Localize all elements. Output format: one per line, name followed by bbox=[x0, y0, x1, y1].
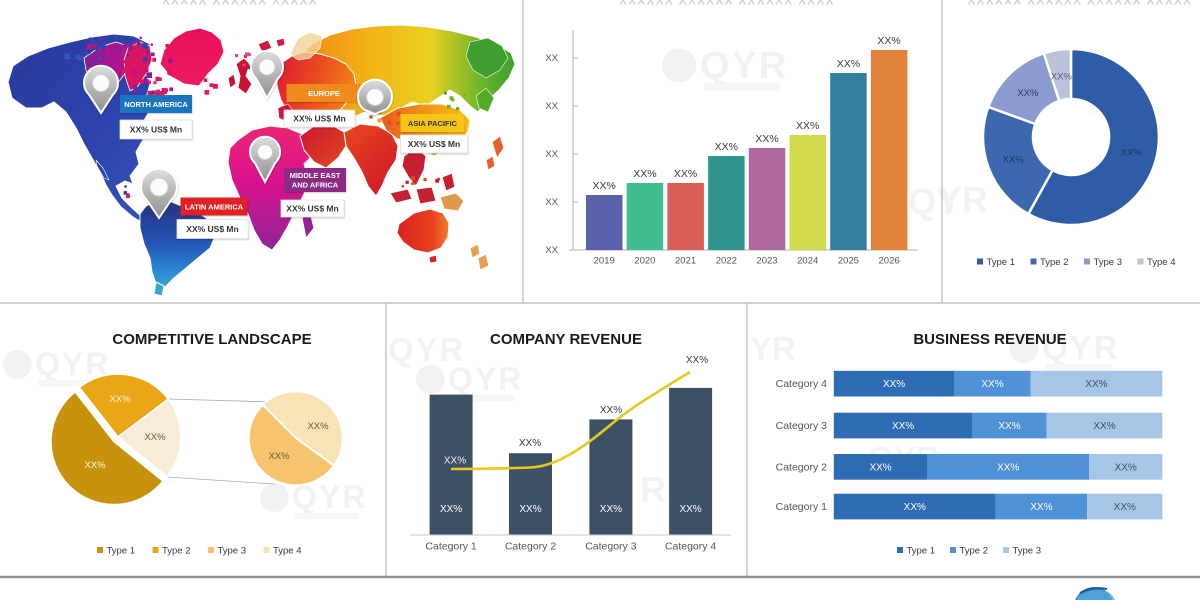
svg-text:XXXXX XXXXXX XXXXX: XXXXX XXXXXX XXXXX bbox=[162, 0, 318, 8]
svg-text:XX% US$ Mn: XX% US$ Mn bbox=[408, 139, 460, 149]
svg-text:XX: XX bbox=[545, 149, 558, 160]
svg-text:QYR: QYR bbox=[1042, 329, 1120, 366]
svg-text:XX%: XX% bbox=[715, 141, 738, 153]
svg-text:XX% US$ Mn: XX% US$ Mn bbox=[293, 114, 345, 124]
svg-text:XX%: XX% bbox=[997, 462, 1019, 473]
svg-text:XX%: XX% bbox=[883, 379, 905, 390]
svg-text:EUROPE: EUROPE bbox=[308, 89, 340, 98]
svg-text:XXXXXX XXXXXX XXXXXX XXXXX: XXXXXX XXXXXX XXXXXX XXXXX bbox=[967, 0, 1192, 8]
svg-text:XX%: XX% bbox=[904, 502, 926, 513]
svg-text:XX% US$ Mn: XX% US$ Mn bbox=[286, 204, 338, 214]
svg-text:XX%: XX% bbox=[679, 504, 701, 515]
svg-text:Type 1: Type 1 bbox=[107, 546, 136, 557]
svg-text:YR: YR bbox=[938, 179, 988, 220]
svg-text:XX%: XX% bbox=[519, 438, 541, 449]
svg-text:XX%: XX% bbox=[877, 35, 900, 47]
svg-text:XX%: XX% bbox=[998, 421, 1020, 432]
svg-text:Category 4: Category 4 bbox=[776, 378, 828, 390]
svg-text:Type 1: Type 1 bbox=[987, 257, 1016, 268]
svg-text:2023: 2023 bbox=[756, 256, 777, 267]
svg-text:Type 2: Type 2 bbox=[162, 546, 191, 557]
svg-text:XX%: XX% bbox=[440, 504, 462, 515]
svg-text:Category 4: Category 4 bbox=[665, 541, 717, 553]
svg-text:XX%: XX% bbox=[144, 432, 166, 443]
svg-text:2026: 2026 bbox=[879, 256, 900, 267]
svg-text:R: R bbox=[640, 469, 666, 510]
svg-text:XX: XX bbox=[545, 101, 558, 112]
svg-text:XX%: XX% bbox=[892, 421, 914, 432]
svg-text:XX%: XX% bbox=[84, 460, 106, 471]
svg-text:2021: 2021 bbox=[675, 256, 696, 267]
svg-text:XX%: XX% bbox=[519, 504, 541, 515]
svg-text:XX%: XX% bbox=[600, 405, 622, 416]
svg-text:LATIN AMERICA: LATIN AMERICA bbox=[185, 203, 244, 212]
svg-text:QYR: QYR bbox=[448, 361, 523, 397]
svg-text:XX%: XX% bbox=[1115, 462, 1137, 473]
svg-text:XX%: XX% bbox=[686, 355, 708, 366]
svg-text:XX%: XX% bbox=[1051, 71, 1073, 82]
svg-text:XX%: XX% bbox=[1030, 502, 1052, 513]
svg-text:Category 1: Category 1 bbox=[776, 501, 828, 513]
svg-text:Type 3: Type 3 bbox=[1013, 546, 1042, 557]
svg-text:Type 3: Type 3 bbox=[218, 546, 247, 557]
svg-text:Category 3: Category 3 bbox=[585, 541, 637, 553]
svg-text:QY: QY bbox=[908, 181, 960, 222]
svg-text:XX%: XX% bbox=[1114, 502, 1136, 513]
svg-text:QYR: QYR bbox=[700, 45, 788, 87]
svg-text:QYR: QYR bbox=[35, 346, 110, 382]
svg-text:Category 3: Category 3 bbox=[776, 420, 828, 432]
svg-text:XX%: XX% bbox=[1121, 148, 1143, 159]
svg-text:XX%: XX% bbox=[981, 379, 1003, 390]
svg-text:XX%: XX% bbox=[593, 180, 616, 192]
svg-text:Type 2: Type 2 bbox=[1040, 257, 1069, 268]
svg-text:2019: 2019 bbox=[594, 256, 615, 267]
svg-text:Category 2: Category 2 bbox=[505, 541, 557, 553]
svg-text:XX: XX bbox=[545, 53, 558, 64]
svg-text:Category 2: Category 2 bbox=[776, 461, 828, 473]
svg-text:XX%: XX% bbox=[444, 456, 466, 467]
svg-text:XX%: XX% bbox=[307, 421, 329, 432]
svg-text:XX%: XX% bbox=[1017, 88, 1039, 99]
svg-text:Type 4: Type 4 bbox=[273, 546, 302, 557]
svg-text:XX%: XX% bbox=[1085, 379, 1107, 390]
svg-text:XX%: XX% bbox=[600, 504, 622, 515]
svg-text:Type 1: Type 1 bbox=[907, 546, 936, 557]
svg-text:XX% US$ Mn: XX% US$ Mn bbox=[130, 125, 182, 135]
svg-text:2022: 2022 bbox=[716, 256, 737, 267]
svg-text:XX%: XX% bbox=[837, 58, 860, 70]
svg-text:Type 4: Type 4 bbox=[1147, 257, 1176, 268]
svg-text:XX%: XX% bbox=[796, 120, 819, 132]
svg-text:XX: XX bbox=[545, 197, 558, 208]
svg-text:Type 2: Type 2 bbox=[960, 546, 989, 557]
svg-text:YR: YR bbox=[750, 330, 796, 367]
svg-text:2020: 2020 bbox=[634, 256, 655, 267]
svg-text:COMPANY REVENUE: COMPANY REVENUE bbox=[490, 331, 642, 348]
svg-text:XX%: XX% bbox=[268, 451, 290, 462]
svg-text:XX%: XX% bbox=[1093, 421, 1115, 432]
svg-text:XX% US$ Mn: XX% US$ Mn bbox=[186, 224, 238, 234]
svg-text:XXXXXX XXXXXX XXXXXX XXXX: XXXXXX XXXXXX XXXXXX XXXX bbox=[619, 0, 835, 8]
svg-text:COMPETITIVE LANDSCAPE: COMPETITIVE LANDSCAPE bbox=[112, 331, 311, 348]
svg-text:2025: 2025 bbox=[838, 256, 859, 267]
svg-text:XX%: XX% bbox=[869, 462, 891, 473]
svg-text:XX%: XX% bbox=[109, 394, 131, 405]
svg-text:XX%: XX% bbox=[674, 168, 697, 180]
svg-text:MIDDLE EAST: MIDDLE EAST bbox=[290, 171, 341, 180]
svg-text:Type 3: Type 3 bbox=[1094, 257, 1123, 268]
svg-text:BUSINESS REVENUE: BUSINESS REVENUE bbox=[913, 331, 1066, 348]
svg-text:XX%: XX% bbox=[755, 133, 778, 145]
svg-text:ASIA PACIFIC: ASIA PACIFIC bbox=[408, 119, 458, 128]
svg-text:2024: 2024 bbox=[797, 256, 818, 267]
svg-text:XX: XX bbox=[545, 245, 558, 256]
svg-text:QYR: QYR bbox=[388, 331, 466, 368]
svg-text:AND AFRICA: AND AFRICA bbox=[292, 181, 339, 190]
svg-text:XX%: XX% bbox=[633, 168, 656, 180]
svg-text:NORTH AMERICA: NORTH AMERICA bbox=[124, 100, 188, 109]
svg-text:XX%: XX% bbox=[1003, 155, 1025, 166]
svg-text:Category 1: Category 1 bbox=[425, 541, 477, 553]
